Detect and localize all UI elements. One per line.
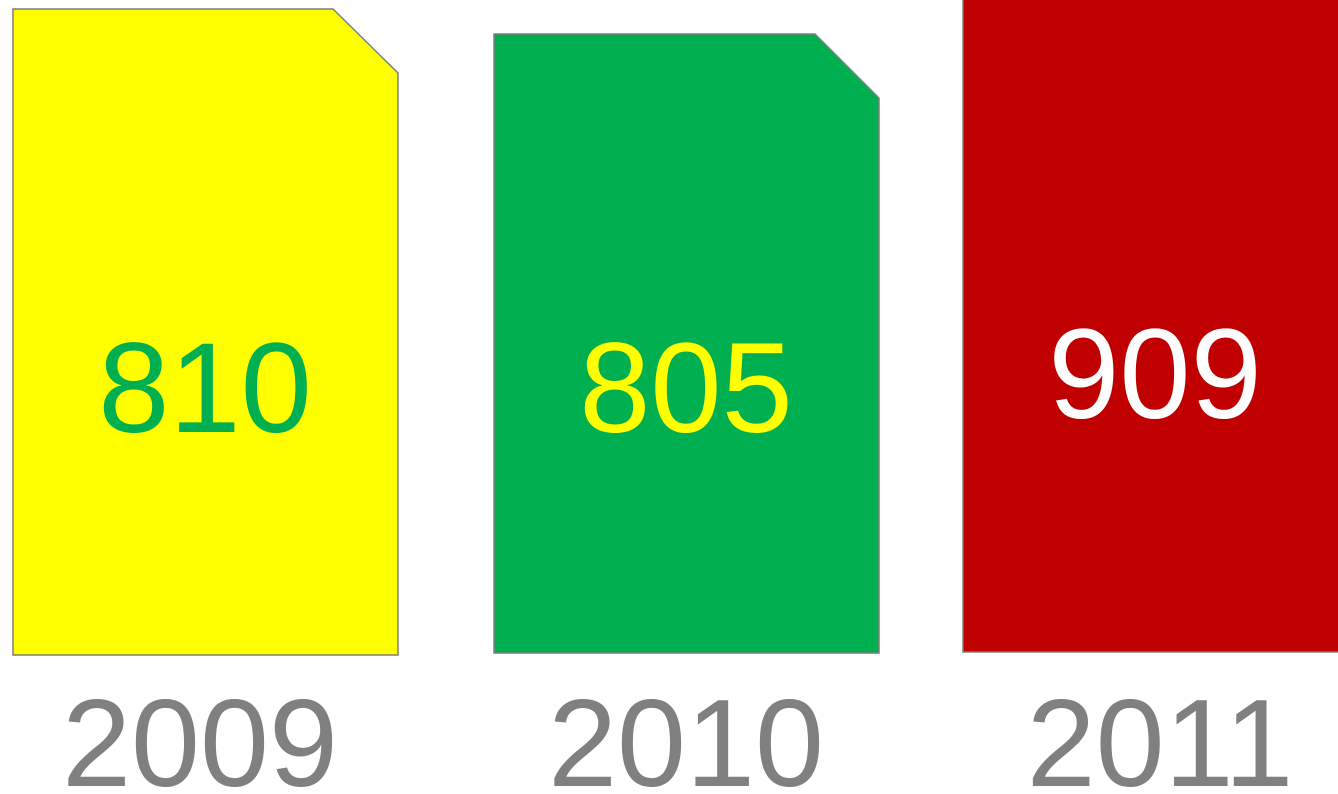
year-label: 2011 xyxy=(1027,675,1294,794)
card xyxy=(962,0,1338,653)
year-label: 2010 xyxy=(548,675,824,794)
card-value: 909 xyxy=(1048,303,1262,446)
card xyxy=(493,33,880,654)
card-value: 810 xyxy=(98,317,312,460)
card xyxy=(12,8,399,656)
year-label: 2009 xyxy=(62,675,338,794)
card-value: 805 xyxy=(579,317,793,460)
